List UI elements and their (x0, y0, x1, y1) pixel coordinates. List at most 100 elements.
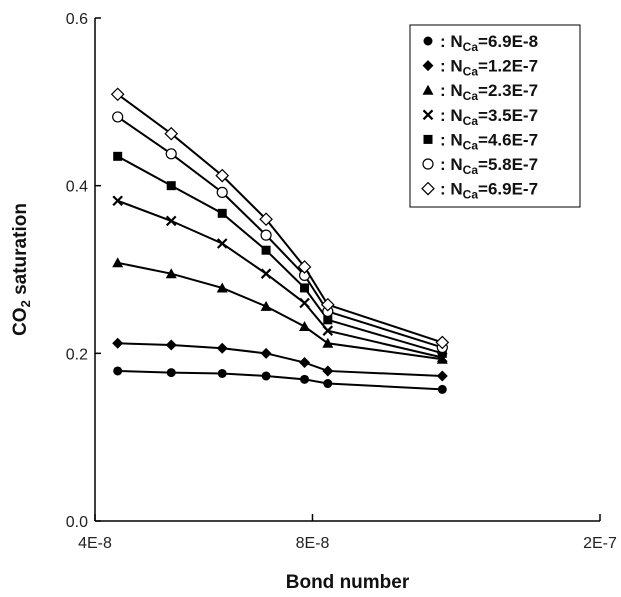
legend-colon: : (440, 180, 450, 199)
legend-item: : NCa=1.2E-7 (422, 57, 538, 79)
data-point (260, 229, 272, 241)
legend-subscript: Ca (463, 89, 479, 103)
data-point (165, 339, 177, 351)
data-point (435, 335, 450, 350)
x-ticks: 4E-8 8E-8 2E-7 (78, 514, 617, 552)
series-line (117, 342, 443, 377)
legend-colon: : (440, 32, 450, 51)
legend-symbol: N (450, 130, 462, 149)
data-point (215, 168, 230, 183)
data-point (113, 151, 123, 161)
data-point (300, 374, 310, 384)
legend-marker (423, 36, 433, 46)
legend-colon: : (440, 130, 450, 149)
legend-item: : NCa=4.6E-7 (423, 130, 538, 152)
legend-label: : NCa=6.9E-8 (440, 32, 538, 54)
y-axis-title-main: CO (10, 307, 31, 336)
series-5 (113, 151, 447, 358)
y-axis-title-subscript: 2 (18, 300, 33, 307)
legend-value: =2.3E-7 (478, 81, 538, 100)
data-point (165, 215, 177, 227)
legend-subscript: Ca (463, 188, 479, 202)
data-point (297, 260, 312, 274)
data-point (299, 321, 311, 332)
legend-item: : NCa=3.5E-7 (422, 106, 538, 128)
legend-subscript: Ca (463, 65, 479, 79)
legend-label: : NCa=3.5E-7 (440, 106, 538, 128)
legend-subscript: Ca (463, 138, 479, 152)
data-point (112, 337, 124, 349)
data-point (166, 368, 176, 378)
legend-value: =1.2E-7 (478, 57, 538, 76)
series-6 (112, 111, 448, 354)
y-tick-label: 0.4 (66, 179, 88, 196)
series-2 (112, 337, 448, 382)
data-point (259, 212, 273, 227)
y-tick-label: 0.6 (66, 11, 88, 28)
legend-symbol: N (450, 155, 462, 174)
legend-value: =6.9E-8 (478, 32, 538, 51)
series-7 (110, 87, 450, 350)
series-group (110, 87, 450, 394)
data-point (300, 283, 310, 293)
legend-colon: : (440, 81, 450, 100)
data-point (113, 366, 123, 376)
legend-label: : NCa=4.6E-7 (440, 130, 538, 152)
data-point (110, 87, 125, 102)
data-point (437, 384, 447, 394)
legend-symbol: N (450, 57, 462, 76)
data-point (323, 315, 333, 325)
legend-symbol: N (450, 106, 462, 125)
legend-value: =3.5E-7 (478, 106, 538, 125)
data-point (216, 186, 228, 198)
data-point (216, 342, 228, 354)
data-point (322, 337, 334, 348)
data-point (322, 325, 334, 336)
data-point (260, 268, 272, 279)
y-ticks: 0.0 0.2 0.4 0.6 (66, 11, 101, 531)
legend-item: : NCa=6.9E-7 (421, 180, 538, 202)
legend-subscript: Ca (463, 40, 479, 54)
y-tick-label: 0.2 (66, 346, 88, 363)
legend-value: =4.6E-7 (478, 130, 538, 149)
legend-marker (422, 109, 434, 121)
legend-colon: : (440, 155, 450, 174)
legend-label: : NCa=1.2E-7 (440, 57, 538, 79)
legend-label: : NCa=2.3E-7 (440, 81, 538, 103)
y-axis-title: CO2 saturation (10, 203, 33, 336)
data-point (320, 297, 335, 312)
data-point (216, 238, 228, 249)
legend-subscript: Ca (463, 163, 479, 177)
legend-colon: : (440, 57, 450, 76)
legend-item: : NCa=5.8E-7 (422, 155, 538, 177)
data-point (217, 368, 227, 378)
data-point (437, 348, 447, 358)
legend-value: =5.8E-7 (478, 155, 538, 174)
legend-items: : NCa=6.9E-8: NCa=1.2E-7: NCa=2.3E-7: NC… (421, 32, 538, 202)
data-point (261, 245, 271, 255)
data-point (166, 181, 176, 191)
legend-marker (421, 181, 435, 196)
x-tick-label: 4E-8 (78, 535, 112, 552)
data-point (164, 126, 179, 141)
y-axis-title-rest: saturation (10, 203, 31, 300)
data-point (261, 371, 271, 381)
y-tick-label: 0.0 (66, 514, 88, 531)
legend-marker (422, 158, 434, 170)
data-point (260, 347, 272, 359)
legend-symbol: N (450, 180, 462, 199)
legend-item: : NCa=2.3E-7 (422, 81, 538, 103)
legend-marker (423, 134, 433, 144)
data-point (165, 148, 177, 160)
series-4 (112, 195, 448, 363)
legend-marker (422, 84, 434, 95)
legend-label: : NCa=5.8E-7 (440, 155, 538, 177)
data-point (323, 379, 333, 389)
legend-item: : NCa=6.9E-8 (423, 32, 538, 54)
legend-symbol: N (450, 81, 462, 100)
data-point (217, 208, 227, 218)
data-point (322, 365, 334, 377)
legend-marker (422, 60, 434, 72)
series-1 (113, 366, 447, 394)
